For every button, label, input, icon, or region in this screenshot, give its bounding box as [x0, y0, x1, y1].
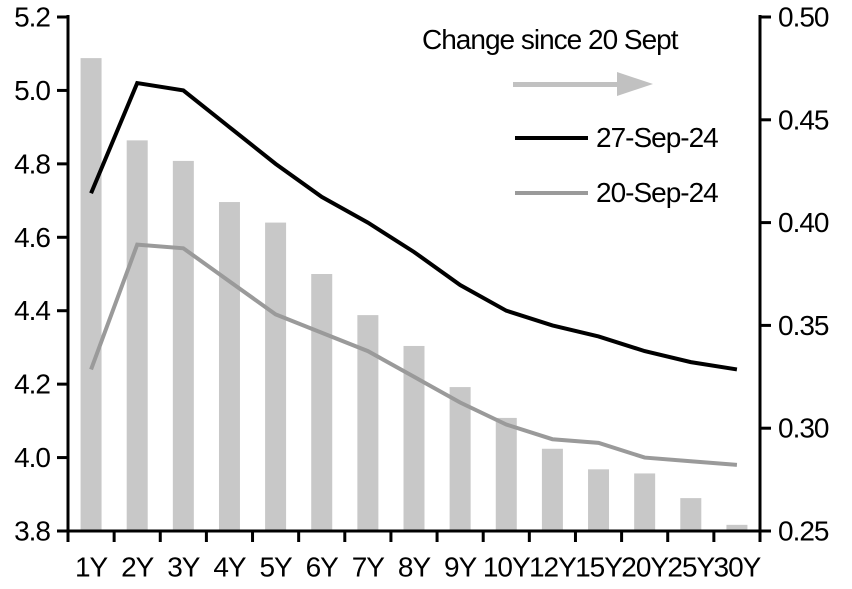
bar-2y [126, 140, 148, 532]
x-axis-category-label: 5Y [259, 552, 293, 583]
bar-5y [265, 222, 287, 531]
left-axis-tick-label: 3.8 [14, 516, 50, 547]
left-axis-tick-label: 4.6 [14, 222, 50, 253]
left-axis-tick-label: 4.2 [14, 369, 50, 400]
left-axis-tick-label: 4.0 [14, 442, 50, 473]
bar-6y [311, 274, 333, 531]
bar-1y [80, 58, 102, 532]
bar-4y [218, 202, 240, 532]
bar-7y [357, 315, 379, 531]
x-axis-category-label: 20Y [621, 552, 669, 583]
bar-12y [541, 448, 563, 531]
x-axis-category-label: 4Y [213, 552, 247, 583]
right-axis-tick-label: 0.30 [778, 413, 829, 444]
x-axis-category-label: 10Y [483, 552, 531, 583]
x-axis-category-label: 25Y [667, 552, 715, 583]
right-axis-tick-label: 0.25 [778, 516, 829, 547]
left-axis-tick-label: 5.0 [14, 75, 50, 106]
right-axis-tick-label: 0.40 [778, 207, 829, 238]
bar-15y [588, 469, 610, 531]
x-axis-category-label: 6Y [306, 552, 340, 583]
x-axis-category-label: 12Y [529, 552, 577, 583]
x-axis-category-label: 9Y [444, 552, 478, 583]
bar-3y [172, 160, 194, 532]
x-axis-category-label: 8Y [398, 552, 432, 583]
right-axis-tick-label: 0.45 [778, 104, 829, 135]
left-axis-tick-label: 4.4 [14, 295, 50, 326]
bar-25y [680, 498, 702, 531]
x-axis-category-label: 15Y [575, 552, 623, 583]
bar-20y [634, 473, 656, 531]
x-axis-category-label: 30Y [714, 552, 762, 583]
x-axis-category-label: 1Y [75, 552, 109, 583]
bar-10y [495, 417, 517, 531]
line-27-sep-24 [89, 80, 738, 372]
bar-9y [449, 387, 471, 531]
left-axis-tick-label: 4.8 [14, 148, 50, 179]
x-axis-category-label: 7Y [352, 552, 386, 583]
right-axis-tick-label: 0.35 [778, 310, 829, 341]
left-axis-tick-label: 5.2 [14, 2, 50, 33]
right-axis-tick-label: 0.50 [778, 2, 829, 33]
x-axis-category-label: 2Y [121, 552, 155, 583]
bar-30y [726, 524, 748, 531]
x-axis-category-label: 3Y [167, 552, 201, 583]
bar-8y [403, 345, 425, 531]
line-20-sep-24 [89, 242, 738, 467]
